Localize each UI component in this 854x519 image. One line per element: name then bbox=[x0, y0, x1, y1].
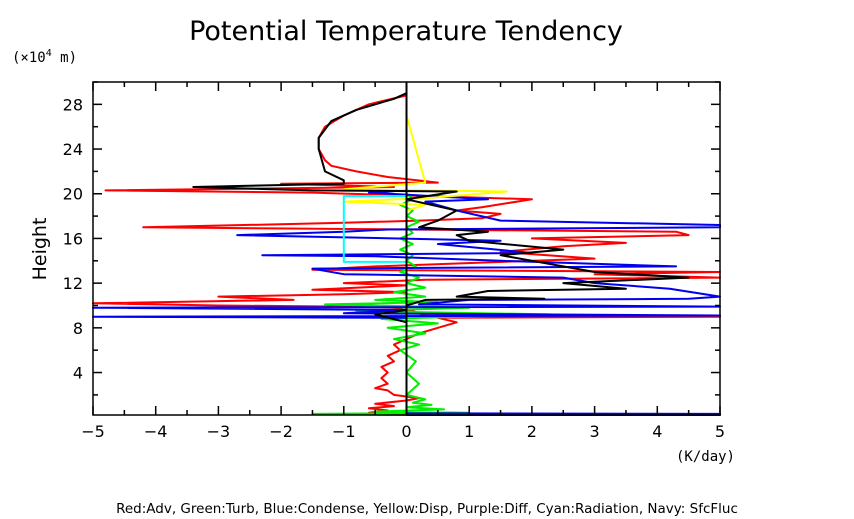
x-tick-label: 4 bbox=[652, 422, 662, 441]
chart-title: Potential Temperature Tendency bbox=[189, 16, 623, 47]
x-tick-label: 1 bbox=[464, 422, 474, 441]
x-tick-label: −2 bbox=[269, 422, 293, 441]
y-tick-label: 16 bbox=[63, 229, 83, 248]
x-axis-label: (K/day) bbox=[676, 449, 735, 465]
x-tick-label: −5 bbox=[81, 422, 105, 441]
y-axis-label: Height bbox=[29, 218, 51, 281]
y-tick-label: 8 bbox=[73, 319, 83, 338]
y-tick-label: 4 bbox=[73, 364, 83, 383]
x-tick-label: 3 bbox=[590, 422, 600, 441]
x-tick-label: −3 bbox=[207, 422, 231, 441]
y-tick-label: 28 bbox=[63, 95, 83, 114]
y-tick-label: 20 bbox=[63, 185, 83, 204]
series-line-5 bbox=[192, 92, 690, 415]
legend-footer: Red:Adv, Green:Turb, Blue:Condense, Yell… bbox=[116, 501, 738, 517]
series-line-4 bbox=[342, 195, 407, 263]
y-unit-label: (×104 m) bbox=[12, 48, 77, 66]
x-tick-label: −4 bbox=[144, 422, 168, 441]
series-line-3 bbox=[342, 115, 508, 415]
x-tick-label: −1 bbox=[332, 422, 356, 441]
series-layer bbox=[92, 82, 721, 416]
x-tick-label: 2 bbox=[527, 422, 537, 441]
y-tick-label: 24 bbox=[63, 140, 83, 159]
x-tick-label: 0 bbox=[401, 422, 411, 441]
y-tick-label: 12 bbox=[63, 274, 83, 293]
series-line-0 bbox=[92, 82, 721, 416]
x-tick-label: 5 bbox=[715, 422, 725, 441]
